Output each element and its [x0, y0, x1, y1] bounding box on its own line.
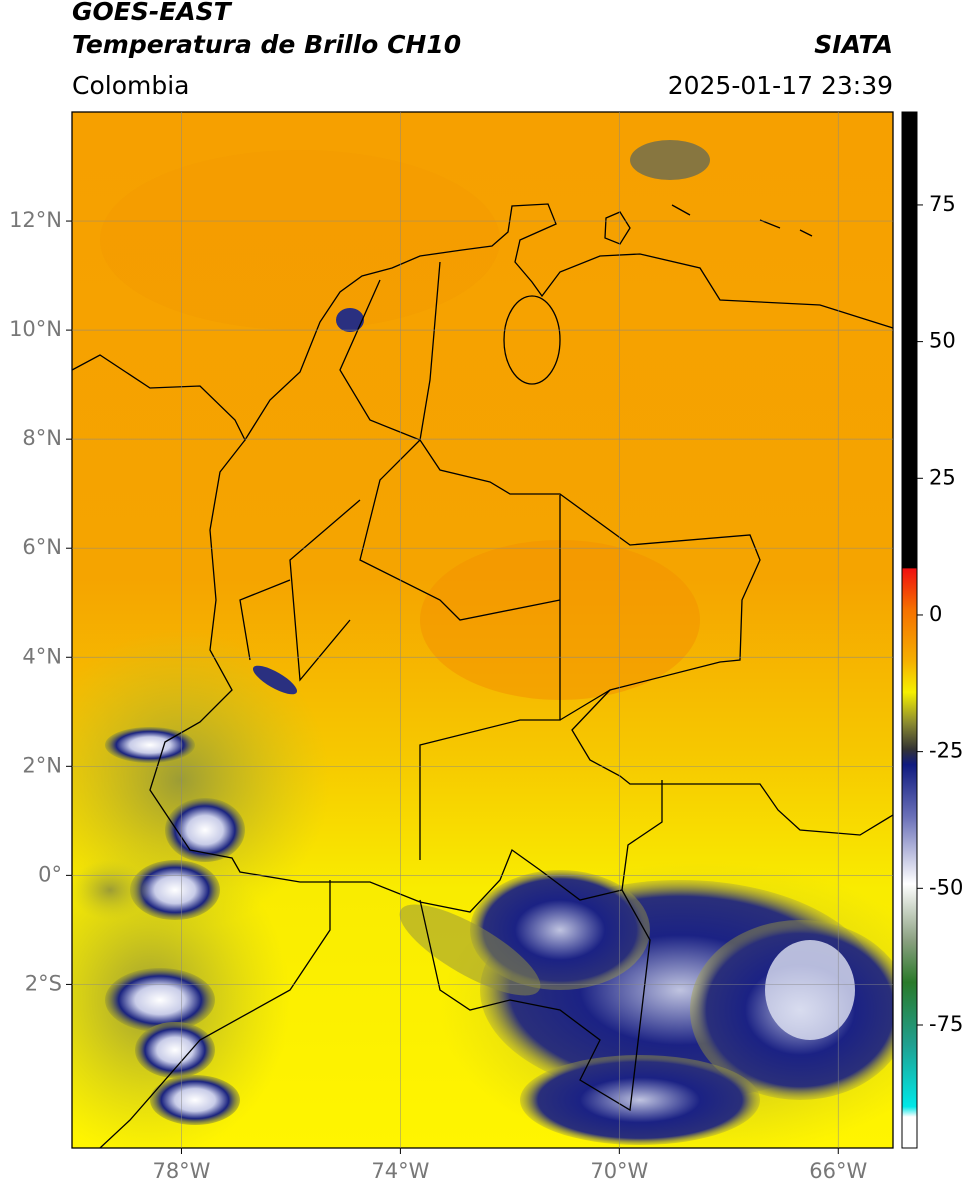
y-tick-label: 2°S [25, 971, 62, 995]
y-tick-label: 10°N [9, 317, 62, 341]
title: GOES-EAST [72, 0, 233, 26]
borders [72, 203, 893, 1148]
y-tick-label: 2°N [22, 753, 62, 777]
map-image [72, 112, 893, 1148]
datetime: 2025-01-17 23:39 [668, 71, 893, 100]
subtitle: Temperatura de Brillo CH10 [72, 30, 461, 59]
x-tick-label: 78°W [152, 1159, 210, 1183]
colorbar-tick-label: 50 [929, 329, 956, 353]
y-tick-label: 12°N [9, 208, 62, 232]
colorbar [901, 111, 918, 1149]
source: SIATA [814, 30, 893, 59]
x-tick-label: 70°W [590, 1159, 648, 1183]
colorbar-tick-label: 75 [929, 192, 956, 216]
y-tick-label: 6°N [22, 535, 62, 559]
colorbar-tick-label: -75 [929, 1012, 963, 1036]
x-tick-label: 74°W [371, 1159, 429, 1183]
colorbar-tick-label: 0 [929, 602, 942, 626]
colorbar-tick-label: -25 [929, 739, 963, 763]
y-tick-label: 4°N [22, 644, 62, 668]
colorbar-tick-label: 25 [929, 465, 956, 489]
region: Colombia [72, 71, 189, 100]
y-tick-label: 8°N [22, 426, 62, 450]
y-tick-label: 0° [38, 862, 62, 886]
colorbar-tick-label: -50 [929, 875, 963, 899]
x-tick-label: 66°W [809, 1159, 867, 1183]
map-frame [71, 111, 894, 1149]
